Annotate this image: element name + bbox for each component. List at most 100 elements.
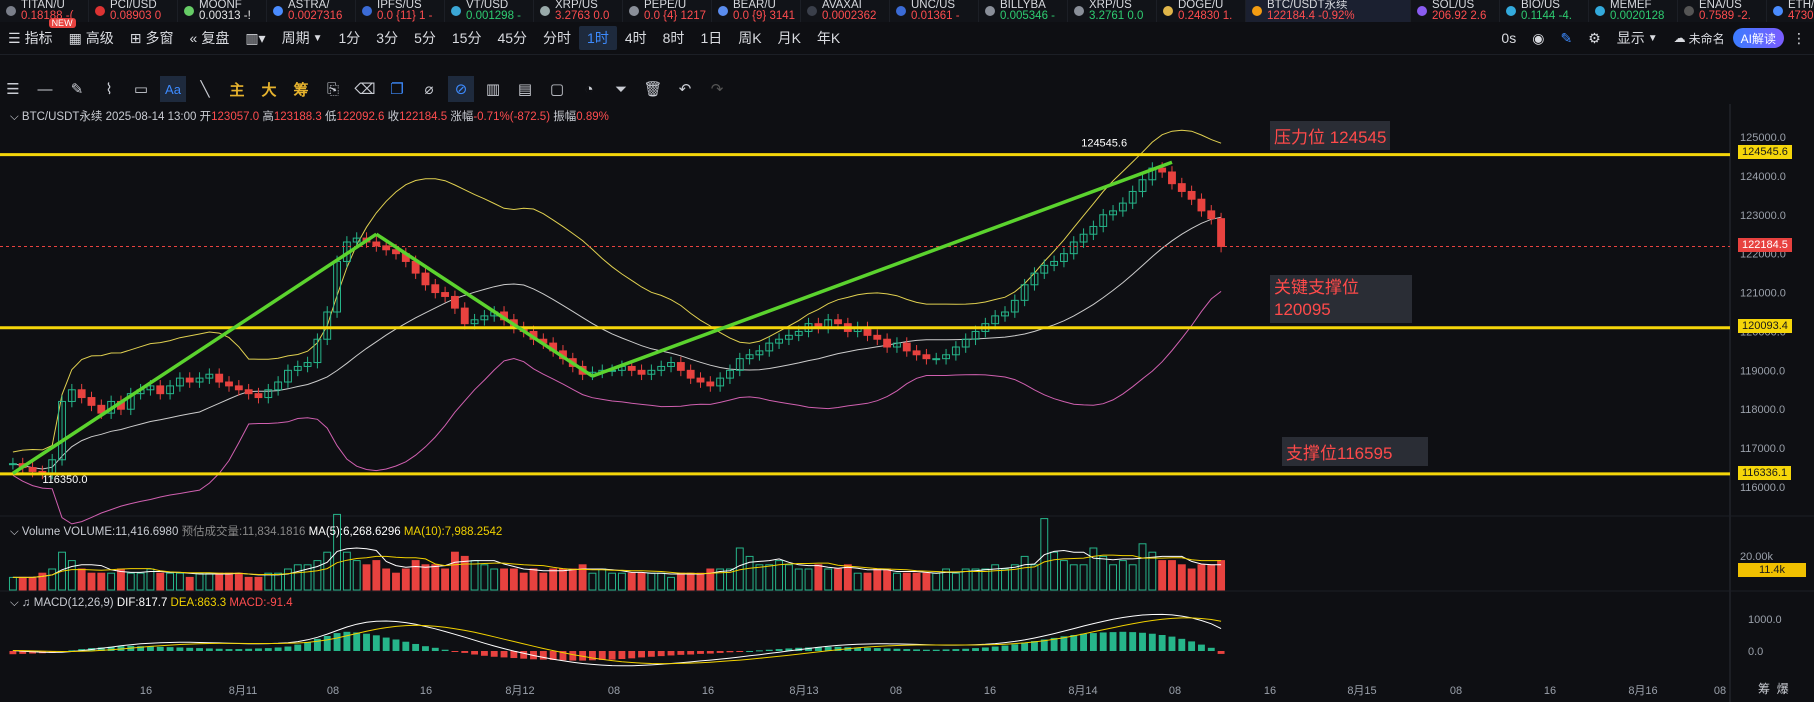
copy-icon[interactable]: ⎘	[326, 80, 339, 98]
ticker-tab[interactable]: TITAN/U 0.18188 -(	[0, 0, 89, 22]
ticker-tab[interactable]: SOL/US 206.92 2.6	[1411, 0, 1500, 22]
ticker-tab[interactable]: ASTRA/0.0027316	[267, 0, 356, 22]
gauge-icon[interactable]: ◔	[584, 80, 594, 98]
y-tick-label: 121000.0	[1740, 288, 1786, 300]
line-icon[interactable]: —	[37, 80, 53, 98]
chart-type-button[interactable]: ▥▾	[237, 26, 273, 50]
ticker-tab[interactable]: BILLYBA 0.005346 -	[979, 0, 1068, 22]
interval-4[interactable]: 45分	[497, 30, 528, 46]
key-support-label[interactable]: 关键支撑位 120095	[1270, 275, 1412, 323]
multi-window-button[interactable]: ⊞ 多窗	[129, 29, 174, 47]
menu-icon[interactable]: ☰	[6, 81, 20, 98]
font-tool[interactable]: Aa	[160, 76, 186, 102]
pencil-icon[interactable]: ✎	[70, 81, 84, 98]
bell-icon[interactable]: ♫	[21, 597, 31, 609]
big-button[interactable]: 大	[261, 81, 277, 99]
main-chart-button[interactable]: 主	[229, 81, 245, 99]
volume-bar	[450, 551, 459, 591]
interval-10[interactable]: 周K	[738, 30, 762, 46]
more-icon[interactable]: ⋮	[1792, 29, 1806, 46]
magnet-icon[interactable]: ⊘	[448, 76, 474, 102]
volume-bar	[608, 572, 617, 591]
camera-icon[interactable]: ◉	[1532, 29, 1545, 46]
cloud-button[interactable]: ☁ 未命名	[1673, 31, 1725, 46]
support-label[interactable]: 支撑位116595	[1282, 437, 1428, 466]
layers-icon[interactable]: ❐	[390, 81, 404, 98]
interval-6[interactable]: 1时	[579, 26, 617, 50]
display-button[interactable]: 显示 ▼	[1616, 30, 1658, 46]
settings-icon[interactable]: ⚙	[1588, 29, 1601, 46]
undo-icon[interactable]: ↶	[678, 81, 692, 98]
macd-bar	[922, 649, 930, 651]
trash-icon[interactable]: 🗑	[643, 81, 663, 98]
collapse-icon[interactable]: ⌵	[10, 111, 19, 123]
ticker-name: XRP/US	[555, 0, 598, 11]
filter-icon[interactable]: ⏷	[614, 80, 627, 98]
volume-bar	[1197, 564, 1206, 591]
link-icon[interactable]: ⌀	[424, 81, 434, 98]
candle-body	[961, 338, 970, 348]
ticker-tab[interactable]: UNC/US 0.01361 -	[890, 0, 979, 22]
pen-icon[interactable]: ✎	[1560, 29, 1573, 46]
redo-icon[interactable]: ↷	[710, 81, 724, 98]
ticker-tab[interactable]: PEPE/U 0.0 {4} 1217	[623, 0, 712, 22]
replay-button[interactable]: «复盘	[189, 30, 230, 46]
ticker-tab[interactable]: IPFS/US 0.0 {11} 1 -	[356, 0, 445, 22]
ticker-tab[interactable]: XRP/US 3.2761 0.0	[1068, 0, 1157, 22]
burst-tool[interactable]: 爆	[1776, 682, 1789, 696]
coin-icon	[1074, 6, 1084, 16]
interval-8[interactable]: 8时	[662, 30, 685, 46]
candle-body	[1069, 241, 1078, 255]
ticker-tab[interactable]: BTC/USDT永续 122184.4 -0.92%	[1246, 0, 1411, 22]
ai-button[interactable]: AI解读	[1732, 28, 1784, 48]
candles-icon[interactable]: ▥	[485, 81, 501, 98]
interval-1[interactable]: 3分	[376, 30, 399, 46]
ruler-icon[interactable]: ⌇	[105, 81, 113, 98]
ticker-tab[interactable]: ETH/US4730.41 -(	[1767, 0, 1814, 22]
chip-tool[interactable]: 筹	[1758, 682, 1771, 696]
ticker-tab[interactable]: DOGE/U 0.24830 1.	[1157, 0, 1246, 22]
macd-bar	[824, 646, 832, 651]
candle-body	[28, 467, 37, 472]
volume-bar	[1001, 568, 1009, 591]
interval-3[interactable]: 15分	[451, 30, 482, 46]
indicators-button[interactable]: ☰ 指标	[8, 29, 53, 47]
macd-bar	[755, 650, 763, 652]
macd-bar	[972, 648, 979, 651]
ticker-price: 0.18188 -(	[21, 10, 74, 22]
ticker-tab[interactable]: XRP/US 3.2763 0.0	[534, 0, 623, 22]
candle-body	[470, 319, 479, 325]
eraser-icon[interactable]: ⌫	[354, 81, 376, 98]
period-dropdown[interactable]: 周期 ▼	[281, 30, 323, 46]
brush-icon[interactable]: ╲	[200, 81, 210, 98]
interval-2[interactable]: 5分	[414, 30, 436, 46]
volume-bar	[500, 568, 508, 591]
ticker-tab[interactable]: AVAXAI 0.0002362	[801, 0, 890, 22]
ticker-tab[interactable]: MEMEF 0.0020128	[1589, 0, 1678, 22]
ticker-name: ETH/US	[1788, 0, 1814, 11]
ticker-tab[interactable]: PCI/USD 0.08903 0	[89, 0, 178, 22]
ticker-tab[interactable]: BIO/US 0.1144 -4.	[1500, 0, 1589, 22]
interval-0[interactable]: 1分	[338, 30, 361, 46]
collapse-icon[interactable]: ⌵	[10, 526, 19, 538]
ticker-tab[interactable]: VT/USD 0.001298 -	[445, 0, 534, 22]
clipboard-icon[interactable]: ▤	[517, 81, 533, 98]
ticker-tab[interactable]: BEAR/U 0.0 {9} 3141	[712, 0, 801, 22]
interval-5[interactable]: 分时	[543, 30, 572, 46]
chip-button[interactable]: 筹	[293, 81, 309, 99]
mid-axis-tag: 120093.4	[1738, 319, 1792, 333]
interval-9[interactable]: 1日	[700, 30, 723, 46]
resistance-label[interactable]: 压力位 124545	[1270, 121, 1391, 150]
interval-7[interactable]: 4时	[624, 30, 647, 46]
advanced-button[interactable]: ▦ 高级 NEW	[48, 18, 122, 50]
ticker-tab[interactable]: MOONF 0.00313 -!	[178, 0, 267, 22]
interval-12[interactable]: 年K	[816, 30, 841, 46]
candle-body	[637, 369, 646, 375]
collapse-icon[interactable]: ⌵	[10, 597, 19, 609]
interval-11[interactable]: 月K	[777, 30, 801, 46]
volume-ma-line	[12, 554, 1222, 578]
rectangle-icon[interactable]: ▭	[133, 81, 149, 98]
notes-icon[interactable]: ▢	[549, 81, 565, 98]
ticker-tab[interactable]: ENA/US 0.7589 -2.	[1678, 0, 1767, 22]
